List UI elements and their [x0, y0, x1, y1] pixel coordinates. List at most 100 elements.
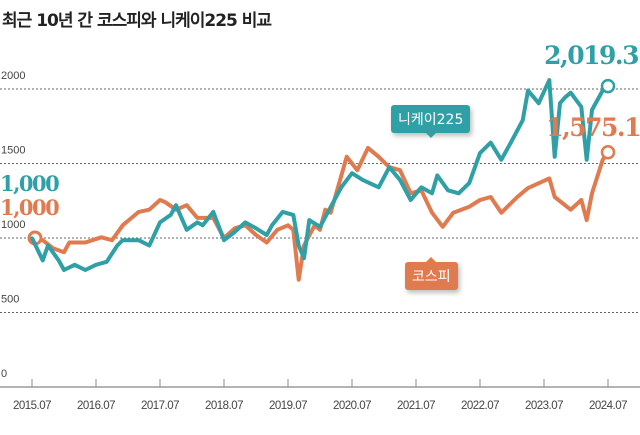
data-point — [398, 168, 402, 172]
data-point — [41, 258, 45, 262]
data-point — [515, 195, 519, 199]
data-point — [270, 223, 274, 227]
data-point — [94, 263, 98, 267]
data-point — [569, 208, 573, 212]
data-point — [185, 228, 189, 232]
data-point — [265, 233, 269, 237]
data-point — [73, 263, 77, 267]
data-point — [281, 210, 285, 214]
data-point — [99, 235, 103, 239]
data-point — [350, 171, 354, 175]
data-point — [457, 191, 461, 195]
data-point — [163, 200, 167, 204]
kospi-callout: 코스피 — [405, 257, 458, 290]
data-point — [441, 225, 445, 229]
data-point — [318, 228, 322, 232]
data-point — [185, 203, 189, 207]
data-point — [233, 230, 237, 234]
data-point — [499, 158, 503, 162]
y-tick-label: 2000 — [1, 70, 25, 82]
data-point — [467, 181, 471, 185]
nikkei-callout: 니케이225 — [391, 105, 471, 138]
data-point — [537, 101, 541, 105]
data-point — [195, 216, 199, 220]
data-point — [147, 208, 151, 212]
y-tick-label: 500 — [1, 294, 19, 306]
kospi-end-label: 1,575.1 — [546, 113, 640, 142]
kospi-end-marker — [600, 145, 616, 160]
data-point — [590, 191, 594, 195]
data-point — [569, 91, 573, 95]
data-point — [585, 218, 589, 222]
data-point — [62, 250, 66, 254]
x-tick-label: 2021.07 — [397, 400, 435, 412]
data-point — [169, 213, 173, 217]
nikkei-start-label: 1,000 — [0, 171, 59, 196]
data-point — [489, 141, 493, 145]
data-point — [547, 176, 551, 180]
data-point — [489, 195, 493, 199]
x-tick-label: 2023.07 — [525, 400, 563, 412]
data-point — [105, 260, 109, 264]
data-point — [201, 223, 205, 227]
nikkei-line — [30, 78, 610, 272]
data-point — [275, 228, 279, 232]
data-point — [558, 101, 562, 105]
data-point — [291, 213, 295, 217]
data-point — [62, 268, 66, 272]
data-point — [553, 195, 557, 199]
data-point — [355, 168, 359, 172]
data-point — [174, 203, 178, 207]
data-point — [590, 108, 594, 112]
data-point — [115, 243, 119, 248]
data-point — [318, 225, 322, 229]
data-point — [57, 258, 61, 262]
data-point — [265, 240, 269, 245]
data-point — [601, 158, 605, 162]
data-point — [121, 238, 125, 242]
data-point — [409, 198, 413, 202]
data-point — [377, 155, 381, 159]
x-tick-label: 2016.07 — [77, 400, 115, 412]
data-point — [297, 243, 301, 248]
data-point — [430, 191, 434, 195]
data-point — [446, 188, 450, 192]
data-point — [254, 233, 258, 237]
x-tick-label: 2015.07 — [13, 400, 51, 412]
data-point — [30, 236, 34, 240]
kospi-line — [31, 145, 610, 282]
data-point — [137, 210, 141, 214]
data-point — [430, 211, 434, 215]
data-point — [147, 243, 151, 248]
data-point — [510, 138, 514, 143]
data-point — [585, 158, 589, 162]
data-point — [467, 205, 471, 209]
data-point — [46, 243, 50, 248]
data-point — [398, 178, 402, 182]
data-point — [137, 238, 141, 242]
data-point — [254, 226, 258, 230]
data-point — [339, 185, 343, 189]
x-tick-label: 2024.07 — [589, 400, 627, 412]
data-point — [579, 105, 583, 109]
data-point — [579, 198, 583, 202]
data-point — [222, 238, 226, 242]
x-tick-label: 2018.07 — [205, 400, 243, 412]
data-point — [83, 268, 87, 272]
data-point — [409, 191, 413, 195]
kospi-start-label: 1,000 — [0, 195, 59, 220]
nikkei-end-marker — [600, 78, 616, 94]
data-point — [323, 208, 327, 212]
y-tick-label: 1000 — [1, 219, 25, 231]
data-point — [553, 155, 557, 159]
x-tick-label: 2022.07 — [461, 400, 499, 412]
data-point — [521, 118, 525, 122]
data-point — [478, 198, 482, 202]
chart-title: 최근 10년 간 코스피와 니케이225 비교 — [2, 11, 272, 31]
y-tick-label: 0 — [1, 368, 7, 380]
data-point — [83, 240, 87, 245]
data-point — [526, 88, 530, 93]
data-point — [211, 210, 215, 214]
data-point — [377, 185, 381, 189]
